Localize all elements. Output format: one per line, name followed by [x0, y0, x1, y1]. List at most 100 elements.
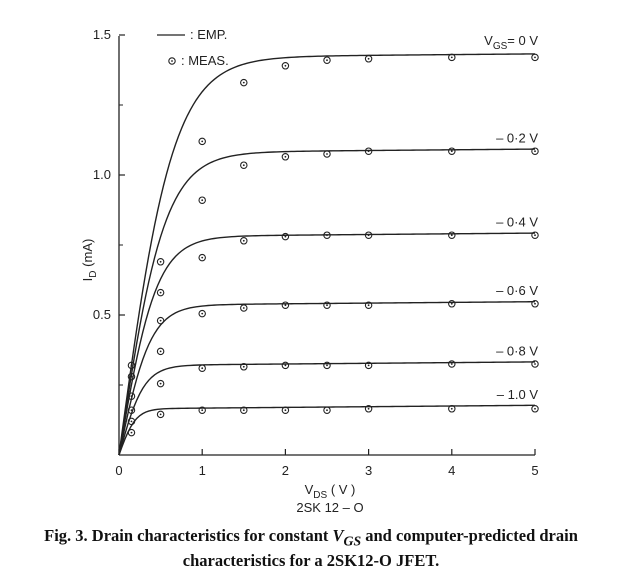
measured-point: [198, 364, 206, 372]
measured-point: [198, 406, 206, 414]
measured-point-dot: [326, 364, 328, 367]
measured-point-dot: [284, 364, 287, 367]
x-axis-title: VDS ( V ): [305, 482, 356, 501]
measured-point-dot: [201, 256, 204, 259]
measured-point-dot: [242, 307, 245, 309]
measured-point-dot: [534, 363, 536, 365]
measured-point-dot: [284, 235, 287, 238]
measured-point-dot: [450, 56, 453, 59]
measured-point: [127, 372, 136, 381]
curve-series-4: [118, 361, 536, 456]
curve-series-3: [118, 301, 536, 456]
measured-point: [531, 53, 539, 62]
measured-point-dot: [326, 234, 328, 237]
measured-point-dot: [242, 409, 245, 412]
measured-point: [281, 361, 290, 370]
measured-point: [281, 406, 290, 414]
figure-caption: Fig. 3. Drain characteristics for consta…: [44, 526, 578, 571]
legend: : EMP. : MEAS.: [157, 27, 229, 68]
measured-point: [531, 300, 539, 308]
measured-point: [364, 231, 373, 239]
measured-point-dot: [130, 375, 133, 378]
measured-point: [448, 147, 456, 155]
measured-point-dot: [201, 367, 204, 370]
measured-point-dot: [534, 407, 536, 410]
measured-point: [448, 231, 456, 239]
measured-point-dot: [159, 382, 162, 385]
measured-point: [281, 301, 290, 309]
measured-point: [156, 258, 165, 266]
measured-point-dot: [284, 155, 287, 158]
measured-point-dot: [159, 319, 162, 322]
measured-point: [156, 379, 165, 388]
measured-point: [156, 316, 165, 325]
y-tick-label: 1.5: [93, 27, 111, 42]
measured-point: [323, 406, 331, 414]
curve-series-0: [118, 53, 536, 456]
measured-point-dot: [326, 304, 328, 307]
legend-circle-dot: [171, 60, 173, 62]
x-tick-label: 1: [199, 463, 206, 478]
measured-point-dot: [450, 302, 453, 305]
measured-point: [198, 137, 206, 146]
measured-point-dot: [130, 395, 133, 398]
measured-point: [448, 53, 456, 62]
legend-meas-label: : MEAS.: [181, 53, 229, 68]
measured-point-dot: [201, 409, 204, 412]
measured-point: [323, 361, 331, 370]
series-label: – 1.0 V: [497, 387, 539, 402]
measured-point-dot: [534, 56, 536, 59]
measured-point: [323, 231, 331, 239]
measured-point-dot: [284, 64, 287, 67]
measured-point-dot: [326, 409, 328, 412]
measured-point-dot: [534, 302, 536, 305]
measured-point: [281, 232, 290, 241]
measured-point-dot: [367, 304, 370, 307]
measured-point: [240, 237, 248, 245]
measured-point-dot: [159, 291, 162, 294]
measured-point: [127, 406, 136, 414]
measured-point-dot: [367, 234, 370, 237]
measured-point-dot: [450, 407, 453, 410]
measured-point-dot: [201, 199, 204, 202]
measured-point: [240, 78, 248, 87]
measured-point: [364, 361, 373, 370]
x-tick-label: 3: [365, 463, 372, 478]
measured-point-dot: [130, 409, 133, 412]
measured-point: [323, 56, 331, 64]
curve-series-5: [118, 404, 536, 456]
y-tick-label: 1.0: [93, 167, 111, 182]
measured-point: [240, 161, 248, 169]
measured-point: [531, 360, 539, 368]
y-axis-title: ID (mA): [80, 239, 99, 282]
series-label: – 0·8 V: [496, 343, 538, 358]
measured-point: [531, 147, 539, 155]
measured-point-dot: [130, 431, 133, 434]
measured-point: [531, 405, 539, 413]
series-label: VGS= 0 V: [484, 33, 538, 52]
measured-point: [323, 301, 331, 309]
measured-point: [198, 309, 206, 318]
measured-point-dot: [326, 153, 328, 155]
measured-point-dot: [159, 260, 162, 263]
measured-point-dot: [367, 364, 370, 367]
measured-point: [364, 405, 373, 413]
measured-point: [127, 361, 136, 370]
measured-point: [198, 196, 206, 204]
legend-circle-marker: [168, 57, 176, 65]
measured-point-dot: [159, 350, 162, 353]
legend-emp-label: : EMP.: [190, 27, 227, 42]
measured-point: [531, 231, 539, 239]
x-tick-label: 5: [531, 463, 538, 478]
measured-point-dot: [284, 304, 287, 307]
measured-point: [156, 410, 165, 419]
measured-point: [240, 363, 248, 371]
measured-point: [156, 347, 165, 356]
curve-series-2: [118, 232, 536, 456]
measured-point: [323, 150, 331, 158]
measured-point-dot: [130, 364, 133, 367]
measured-point-dot: [326, 59, 328, 62]
measured-point: [448, 405, 456, 413]
measured-point-dot: [242, 81, 245, 84]
measured-point: [281, 153, 290, 161]
